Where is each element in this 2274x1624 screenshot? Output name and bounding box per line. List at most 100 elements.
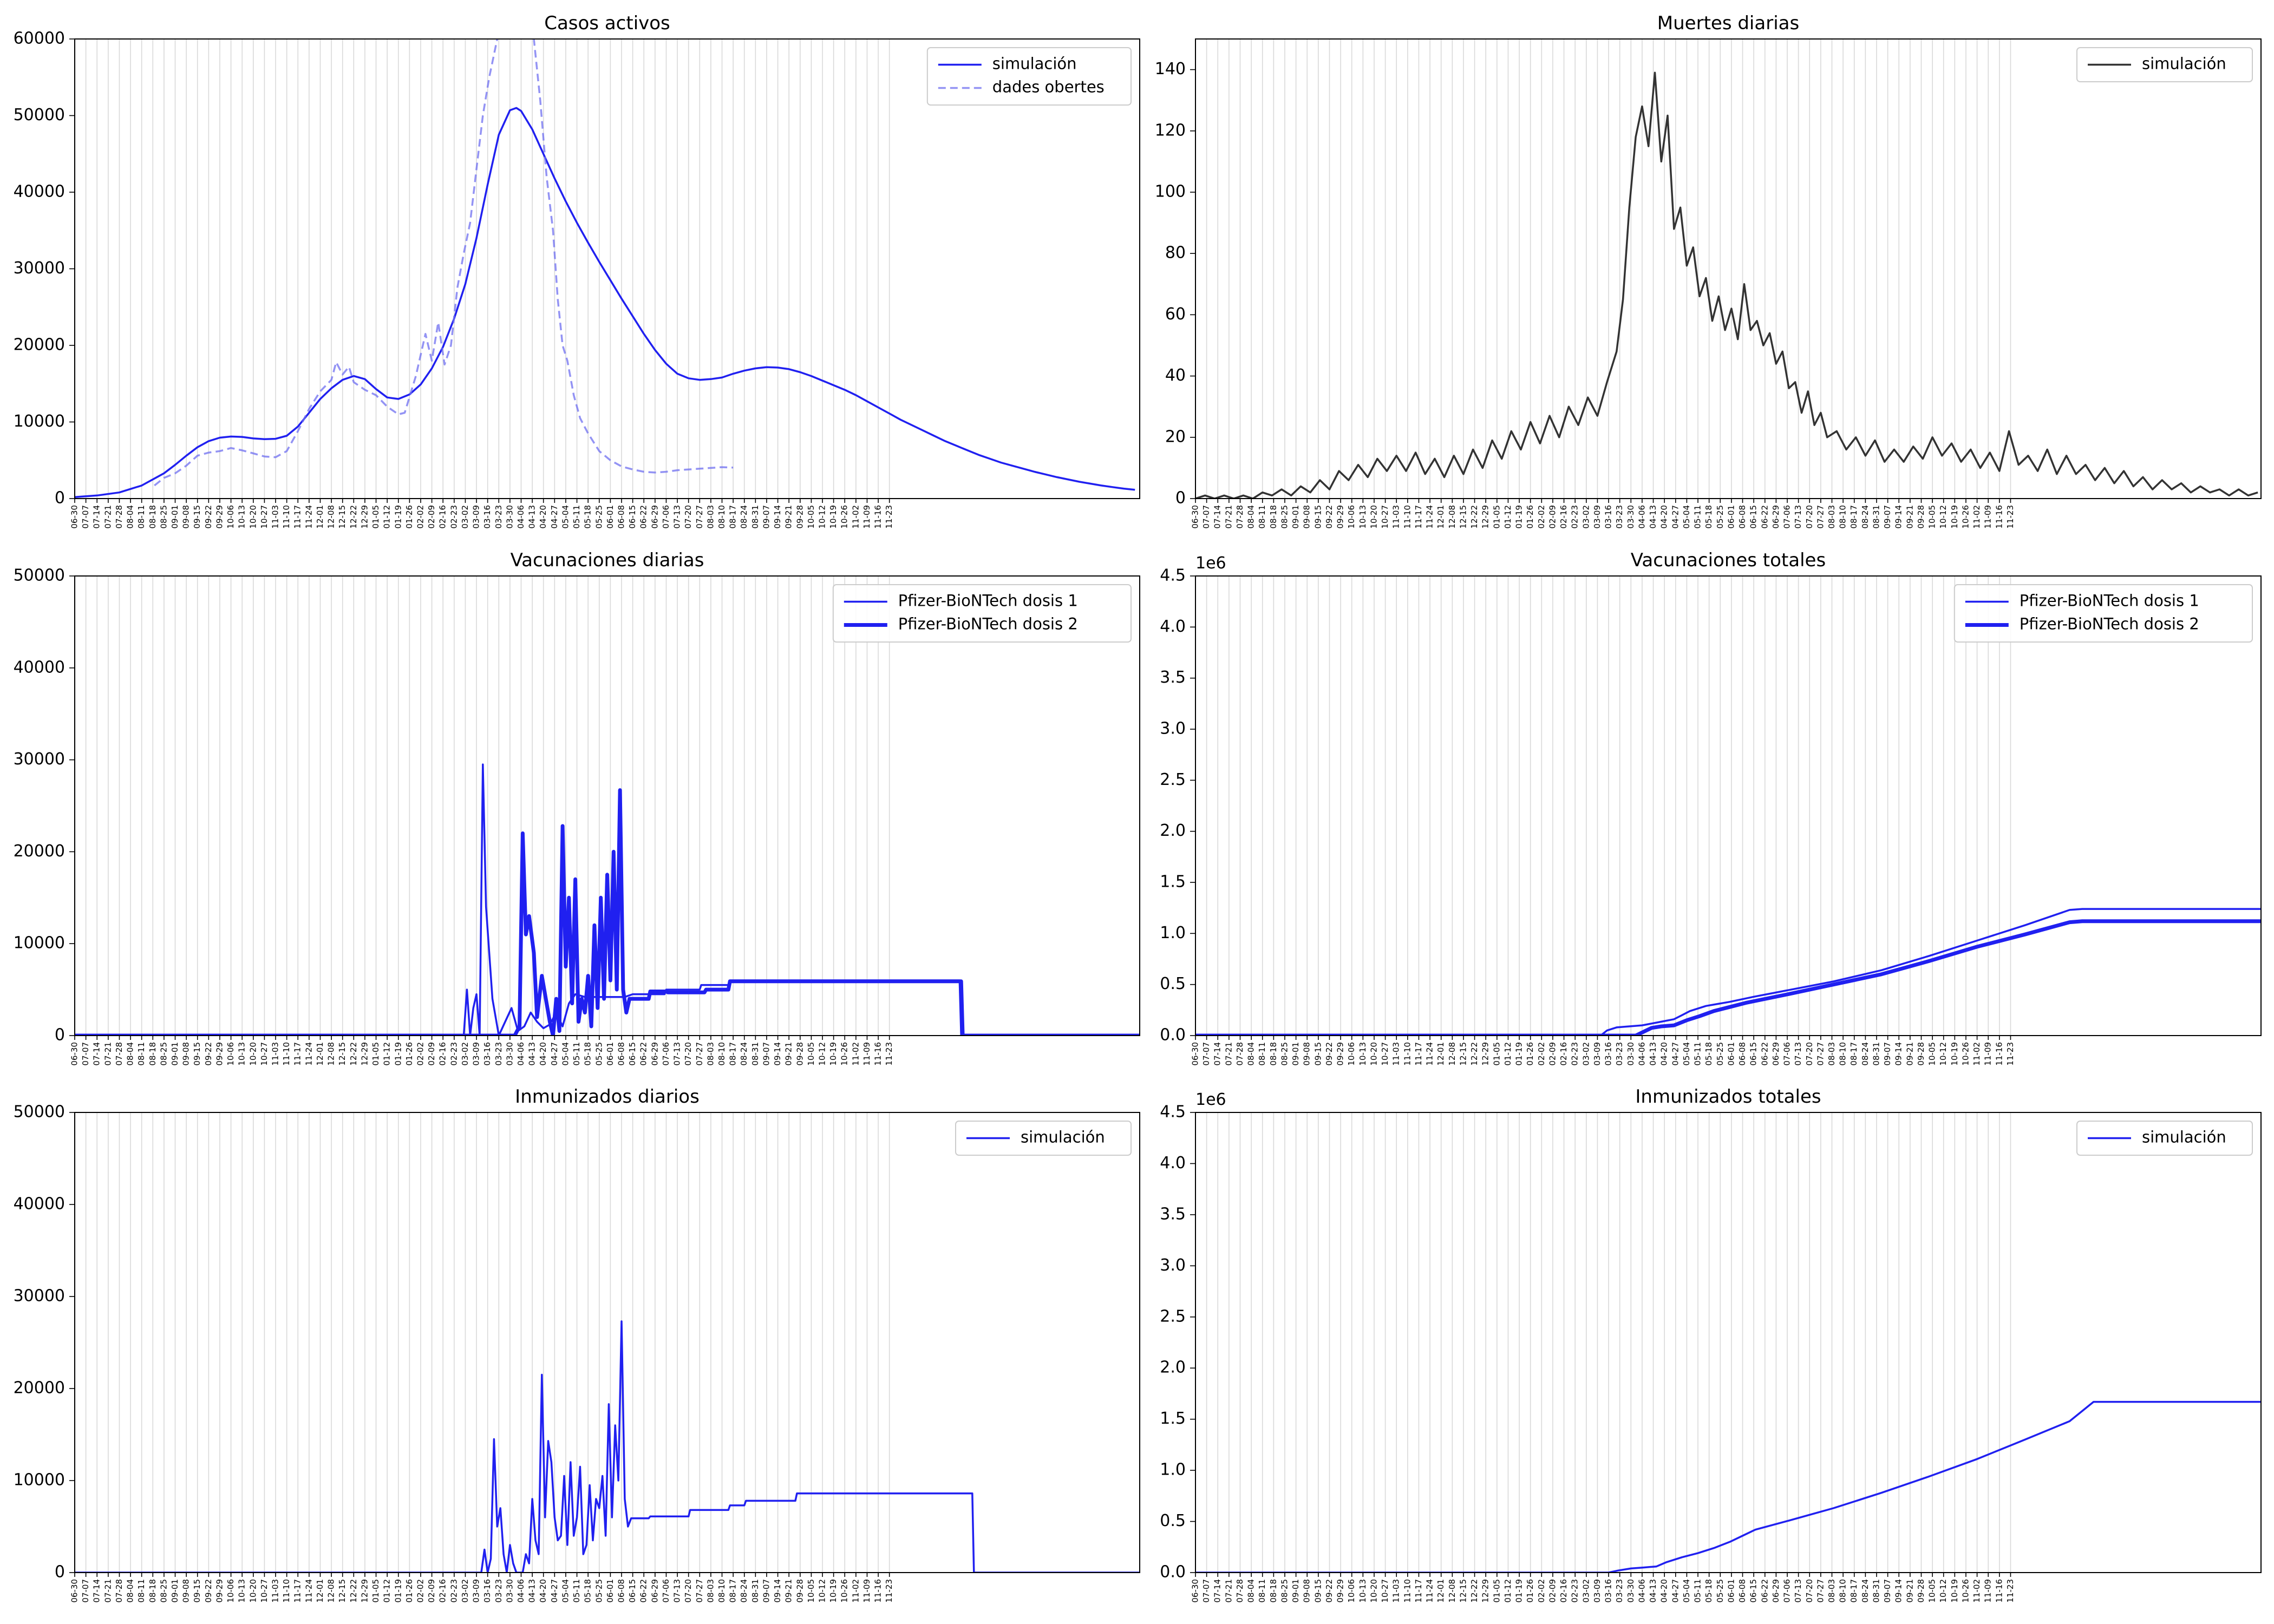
x-tick-label: 03-30 — [505, 505, 514, 529]
x-tick-label: 07-27 — [1815, 1042, 1825, 1066]
x-tick-label: 08-11 — [136, 1042, 146, 1066]
x-tick-label: 06-22 — [639, 505, 649, 529]
series-line-simulaci-n — [75, 1320, 1140, 1573]
series-line-simulaci-n — [1195, 1400, 2261, 1573]
x-tick-label: 08-24 — [739, 1042, 749, 1066]
x-tick-label: 07-20 — [683, 505, 693, 529]
x-tick-label: 06-15 — [1749, 1579, 1759, 1603]
x-tick-label: 09-21 — [1905, 505, 1914, 529]
x-tick-label: 08-25 — [1279, 505, 1289, 529]
x-tick-label: 09-14 — [773, 1579, 782, 1603]
x-tick-label: 02-16 — [438, 505, 448, 529]
y-tick-label: 0 — [55, 1026, 65, 1045]
x-tick-label: 03-30 — [1626, 1042, 1636, 1066]
x-tick-label: 11-24 — [1425, 505, 1435, 529]
x-tick-label: 05-25 — [594, 505, 604, 529]
x-tick-label: 03-09 — [472, 1579, 481, 1603]
x-tick-label: 07-13 — [672, 1579, 682, 1603]
x-tick-label: 03-16 — [482, 1579, 492, 1603]
series-line-simulaci-n — [1195, 71, 2258, 499]
x-tick-label: 04-13 — [1648, 1042, 1658, 1066]
y-tick-label: 0.0 — [1160, 1563, 1186, 1582]
x-tick-label: 09-15 — [1313, 1579, 1323, 1603]
x-tick-label: 08-17 — [1849, 1579, 1859, 1603]
x-tick-label: 10-05 — [806, 505, 816, 529]
x-tick-label: 12-01 — [1436, 1042, 1446, 1066]
x-tick-label: 06-22 — [1760, 505, 1769, 529]
x-tick-label: 05-04 — [560, 505, 570, 529]
x-tick-label: 12-08 — [326, 1579, 336, 1603]
x-tick-label: 08-11 — [1257, 505, 1267, 529]
x-tick-label: 09-14 — [773, 505, 782, 529]
x-tick-label: 07-06 — [1782, 1042, 1792, 1066]
x-tick-label: 09-15 — [192, 505, 202, 529]
y-tick-label: 0 — [55, 1563, 65, 1582]
legend: Pfizer-BioNTech dosis 1 Pfizer-BioNTech d… — [1953, 584, 2253, 643]
y-tick-label: 60 — [1165, 305, 1186, 324]
x-tick-label: 07-20 — [683, 1042, 693, 1066]
x-tick-label: 10-19 — [1950, 505, 1959, 529]
x-tick-label: 07-06 — [661, 1579, 671, 1603]
series-line-pfizer-biontech-dosis-1 — [75, 763, 1140, 1036]
x-tick-label: 10-05 — [1927, 1042, 1937, 1066]
x-tick-label: 07-21 — [1224, 505, 1233, 529]
x-tick-label: 07-21 — [103, 1579, 113, 1603]
x-tick-label: 06-30 — [1191, 1042, 1200, 1066]
x-tick-label: 08-25 — [159, 1579, 168, 1603]
x-tick-label: 04-06 — [516, 505, 526, 529]
x-tick-label: 09-28 — [795, 1042, 805, 1066]
legend-box — [955, 1121, 1132, 1156]
x-tick-label: 12-01 — [315, 1579, 325, 1603]
x-tick-label: 04-20 — [1659, 1579, 1669, 1603]
x-tick-label: 04-27 — [550, 1579, 559, 1603]
x-tick-label: 08-17 — [1849, 1042, 1859, 1066]
x-tick-label: 05-25 — [594, 1579, 604, 1603]
x-tick-label: 02-02 — [415, 505, 425, 529]
x-tick-label: 06-01 — [605, 505, 615, 529]
x-tick-label: 06-29 — [650, 1042, 659, 1066]
x-tick-label: 10-06 — [1347, 505, 1356, 529]
x-tick-label: 07-14 — [1213, 1579, 1223, 1603]
x-tick-label: 03-16 — [1604, 1042, 1613, 1066]
x-tick-label: 07-06 — [1782, 505, 1792, 529]
y-tick-label: 20000 — [14, 336, 65, 355]
x-tick-label: 12-15 — [1458, 1042, 1468, 1066]
x-tick-label: 01-05 — [1492, 1579, 1501, 1603]
x-tick-label: 03-09 — [472, 505, 481, 529]
series-line-pfizer-biontech-dosis-2 — [1195, 919, 2261, 1036]
x-tick-label: 12-29 — [360, 1579, 369, 1603]
legend: simulación — [955, 1121, 1132, 1156]
x-tick-label: 07-14 — [92, 1579, 102, 1603]
x-tick-label: 10-05 — [806, 1579, 816, 1603]
x-tick-label: 06-22 — [639, 1579, 649, 1603]
x-tick-label: 09-08 — [1302, 1042, 1312, 1066]
x-tick-label: 03-16 — [1604, 505, 1613, 529]
x-tick-label: 02-23 — [449, 1042, 459, 1066]
x-tick-label: 09-21 — [784, 505, 794, 529]
x-tick-label: 08-18 — [148, 505, 158, 529]
x-tick-label: 10-12 — [1938, 1579, 1948, 1603]
x-tick-label: 07-28 — [1235, 1579, 1245, 1603]
x-tick-label: 05-11 — [1693, 1579, 1703, 1603]
x-tick-label: 08-04 — [1246, 505, 1256, 529]
x-tick-label: 11-24 — [1425, 1579, 1435, 1603]
x-tick-label: 11-10 — [282, 1042, 291, 1066]
y-tick-label: 0 — [1175, 489, 1186, 508]
x-tick-label: 03-02 — [460, 1579, 470, 1603]
x-tick-label: 07-06 — [661, 1042, 671, 1066]
x-tick-label: 09-07 — [1883, 1579, 1892, 1603]
x-tick-label: 06-15 — [628, 1042, 637, 1066]
x-tick-label: 10-26 — [1961, 505, 1970, 529]
x-tick-label: 10-27 — [1380, 1579, 1390, 1603]
x-tick-label: 12-08 — [1447, 1579, 1457, 1603]
x-tick-label: 05-18 — [1704, 1579, 1714, 1603]
y-tick-label: 3.5 — [1160, 668, 1186, 687]
x-tick-label: 06-01 — [1726, 1579, 1736, 1603]
x-tick-label: 01-05 — [371, 1042, 381, 1066]
x-tick-label: 08-03 — [705, 1579, 715, 1603]
x-tick-label: 10-06 — [226, 1042, 236, 1066]
series-line-simulaci-n — [75, 107, 1135, 498]
legend-label: dades obertes — [992, 78, 1105, 96]
y-tick-label: 0.5 — [1160, 1511, 1186, 1530]
